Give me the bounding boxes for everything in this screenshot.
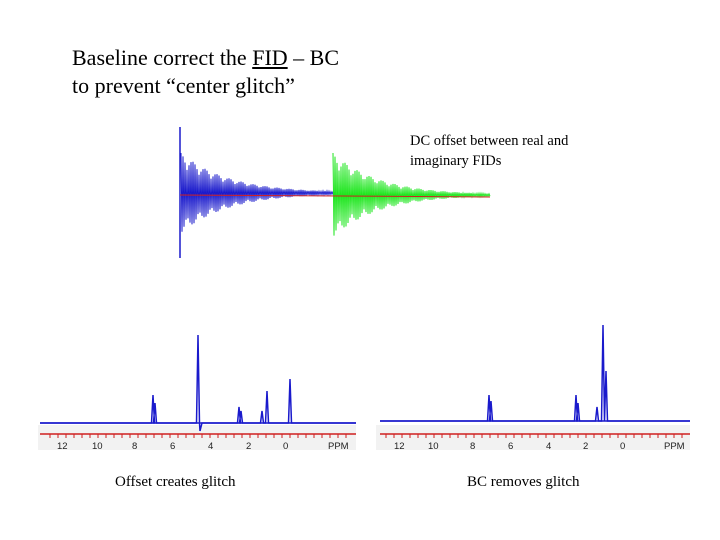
right-axis-ticks xyxy=(385,434,683,438)
dc-offset-annotation: DC offset between real and imaginary FID… xyxy=(410,133,569,169)
right-caption: BC removes glitch xyxy=(467,474,580,490)
right-tick-8: 8 xyxy=(470,441,475,452)
right-spectrum-trace xyxy=(380,324,690,422)
left-axis-band xyxy=(38,425,356,450)
right-tick-2: 2 xyxy=(583,441,588,452)
dc-offset-line xyxy=(179,194,491,198)
imaginary-fid-trace xyxy=(332,152,491,236)
left-tick-6: 6 xyxy=(170,441,175,452)
real-fid-trace xyxy=(180,152,336,232)
title-line1-pre: Baseline correct the xyxy=(72,45,253,70)
right-axis-band xyxy=(376,425,690,450)
left-tick-12: 12 xyxy=(57,441,68,452)
left-tick-labels: 12 10 8 6 4 2 0 PPM xyxy=(57,441,349,452)
title-line1-post: – BC xyxy=(287,45,340,70)
left-tick-4: 4 xyxy=(208,441,213,452)
fid-panel xyxy=(179,127,491,258)
right-tick-10: 10 xyxy=(428,441,439,452)
right-tick-0: 0 xyxy=(620,441,625,452)
right-tick-ppm: PPM xyxy=(664,441,685,452)
right-tick-4: 4 xyxy=(546,441,551,452)
left-spectrum-trace xyxy=(40,334,356,432)
left-axis-ticks xyxy=(49,434,347,438)
left-tick-ppm: PPM xyxy=(328,441,349,452)
left-tick-2: 2 xyxy=(246,441,251,452)
right-tick-6: 6 xyxy=(508,441,513,452)
left-tick-10: 10 xyxy=(92,441,103,452)
left-tick-8: 8 xyxy=(132,441,137,452)
title-fid-link: FID xyxy=(252,45,288,70)
slide-title: Baseline correct the FID – BC to prevent… xyxy=(72,44,339,100)
left-caption: Offset creates glitch xyxy=(115,474,236,490)
right-tick-labels: 12 10 8 6 4 2 0 PPM xyxy=(394,441,685,452)
left-spectrum: 12 10 8 6 4 2 0 PPM xyxy=(38,334,356,452)
title-line2: to prevent “center glitch” xyxy=(72,73,295,98)
left-tick-0: 0 xyxy=(283,441,288,452)
right-spectrum: 12 10 8 6 4 2 0 PPM xyxy=(376,324,690,452)
right-tick-12: 12 xyxy=(394,441,405,452)
